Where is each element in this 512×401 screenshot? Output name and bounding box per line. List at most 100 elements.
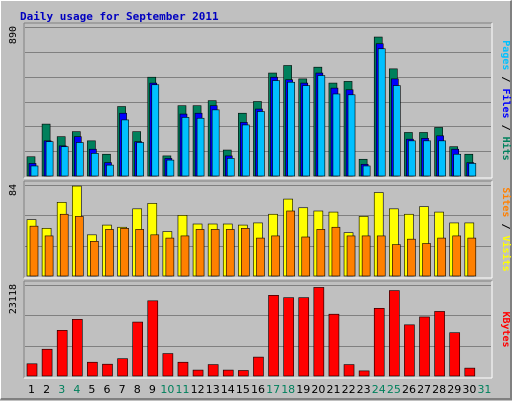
x-tick-label-day-17: 17 — [266, 383, 280, 396]
kbytes-bar-day-12 — [192, 369, 204, 377]
kbytes-panel-max-label: 23118 — [8, 284, 19, 314]
pages-bar-day-9 — [151, 84, 160, 177]
kbytes-bar-day-18 — [283, 297, 294, 377]
kbytes-bar-day-11 — [177, 361, 189, 377]
x-tick-label-day-18: 18 — [281, 383, 295, 396]
kbytes-bar-day-19 — [298, 297, 310, 377]
x-tick-label-day-7: 7 — [119, 383, 126, 396]
x-tick-label-day-31: 31 — [477, 383, 491, 396]
pages-bar-day-13 — [211, 109, 220, 177]
sites-bar-day-9 — [150, 234, 160, 277]
x-tick-label-day-19: 19 — [296, 383, 310, 396]
pages-bar-day-23 — [362, 165, 371, 177]
kbytes-panel-axis-label-part: KBytes — [500, 311, 511, 347]
sites-bar-day-26 — [407, 238, 416, 277]
x-tick-label-day-5: 5 — [88, 383, 95, 396]
pages-bar-day-25 — [393, 85, 401, 177]
chart-title: Daily usage for September 2011 — [20, 10, 219, 23]
sites-bar-day-4 — [74, 216, 84, 277]
kbytes-bar-day-2 — [41, 348, 53, 377]
kbytes-bar-day-16 — [253, 356, 264, 377]
pages-bar-day-11 — [181, 117, 190, 177]
pages-bar-day-5 — [91, 153, 99, 177]
kbytes-bar-day-21 — [328, 313, 340, 377]
x-tick-label-day-6: 6 — [104, 383, 111, 396]
x-tick-label-day-21: 21 — [326, 383, 340, 396]
x-tick-label-day-9: 9 — [149, 383, 156, 396]
pages-bar-day-6 — [106, 164, 114, 177]
x-tick-label-day-8: 8 — [134, 383, 141, 396]
pages-bar-day-15 — [242, 124, 250, 177]
hits-panel-axis-label-part: Files — [500, 88, 512, 118]
kbytes-bar-day-4 — [71, 319, 83, 377]
x-tick-label-day-20: 20 — [311, 383, 325, 396]
pages-bar-day-17 — [272, 80, 280, 177]
pages-bar-day-26 — [408, 140, 416, 177]
x-tick-label-day-16: 16 — [251, 383, 265, 396]
x-tick-label-day-30: 30 — [462, 383, 476, 396]
x-tick-label-day-14: 14 — [221, 383, 235, 396]
sites-bar-day-20 — [316, 229, 326, 277]
kbytes-bar-day-30 — [464, 367, 476, 377]
kbytes-bar-day-5 — [87, 361, 98, 377]
kbytes-bar-day-27 — [419, 316, 430, 377]
sites-bar-day-2 — [44, 235, 54, 277]
kbytes-bar-day-17 — [268, 295, 279, 377]
sites-bar-day-28 — [437, 237, 446, 277]
x-tick-label-day-26: 26 — [402, 383, 416, 396]
visits-panel-max-label: 84 — [8, 184, 19, 196]
sites-bar-day-8 — [135, 229, 144, 277]
pages-bar-day-24 — [377, 48, 386, 177]
kbytes-bar-day-29 — [449, 332, 461, 377]
sites-bar-day-10 — [165, 237, 175, 277]
visits-panel-axis-label: Sites / Visits — [500, 187, 512, 271]
x-tick-label-day-15: 15 — [236, 383, 250, 396]
x-tick-label-day-27: 27 — [417, 383, 431, 396]
pages-bar-day-3 — [60, 146, 69, 177]
kbytes-panel-axis-label: KBytes — [500, 311, 511, 347]
kbytes-bar-day-10 — [162, 353, 174, 377]
kbytes-bar-day-1 — [26, 363, 38, 377]
sites-bar-day-12 — [195, 229, 205, 277]
hits-panel-max-label: 890 — [8, 26, 19, 44]
sites-bar-day-16 — [256, 237, 265, 277]
kbytes-bar-day-22 — [343, 364, 355, 377]
x-tick-label-day-4: 4 — [73, 383, 80, 396]
pages-bar-day-28 — [438, 140, 446, 177]
x-tick-label-day-28: 28 — [432, 383, 446, 396]
pages-bar-day-8 — [136, 142, 144, 177]
sites-bar-day-7 — [120, 228, 129, 277]
sites-bar-day-25 — [392, 244, 401, 277]
sites-bar-day-19 — [301, 236, 311, 277]
sites-bar-day-3 — [59, 213, 69, 277]
sites-bar-day-11 — [180, 235, 190, 277]
pages-bar-day-4 — [75, 142, 84, 177]
hits-panel-axis-label-part: Pages — [500, 40, 511, 70]
sites-bar-day-14 — [225, 229, 235, 277]
sites-bar-day-17 — [271, 235, 280, 277]
hits-panel-axis-label-part: / — [500, 119, 511, 137]
kbytes-bar-day-25 — [389, 290, 400, 377]
x-tick-label-day-23: 23 — [357, 383, 371, 396]
visits-panel-axis-label-part: Visits — [500, 236, 512, 272]
kbytes-bar-day-20 — [313, 287, 325, 377]
hits-panel-axis-label: Pages / Files / Hits — [500, 40, 512, 160]
x-tick-label-day-24: 24 — [372, 383, 386, 396]
sites-bar-day-27 — [422, 243, 431, 277]
hits-panel-axis-label-part: Hits — [500, 137, 512, 161]
x-tick-label-day-29: 29 — [447, 383, 461, 396]
x-tick-label-day-13: 13 — [206, 383, 220, 396]
kbytes-bar-day-7 — [117, 358, 128, 377]
pages-bar-day-19 — [302, 85, 311, 177]
x-tick-label-day-2: 2 — [43, 383, 50, 396]
visits-panel-axis-label-part: Sites — [500, 187, 512, 217]
pages-bar-day-7 — [121, 119, 129, 177]
sites-bar-day-13 — [210, 229, 220, 277]
x-tick-label-day-1: 1 — [28, 383, 35, 396]
kbytes-bar-day-15 — [238, 370, 249, 377]
x-tick-label-day-25: 25 — [387, 383, 401, 396]
pages-bar-day-20 — [317, 75, 326, 177]
x-tick-label-day-10: 10 — [160, 383, 174, 396]
